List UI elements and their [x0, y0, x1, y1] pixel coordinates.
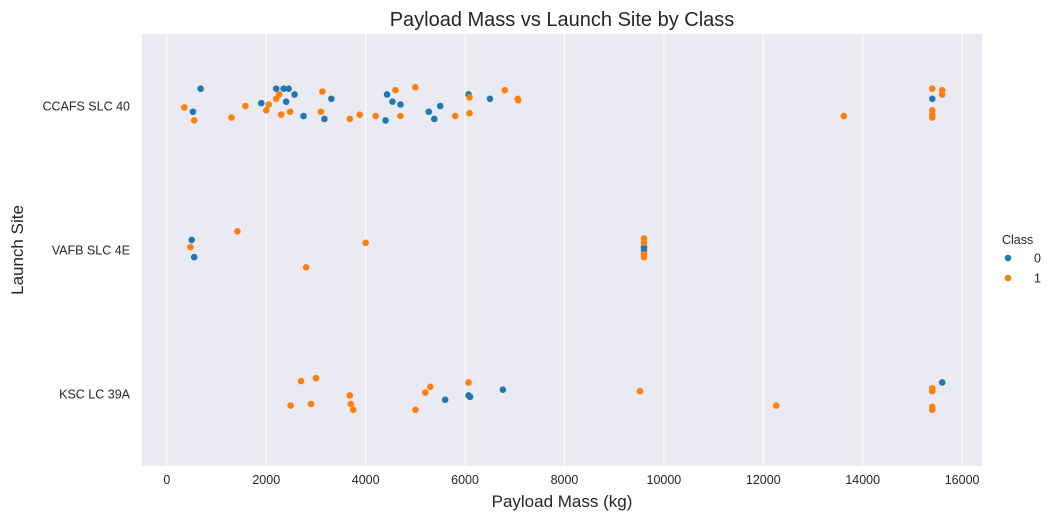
data-point-class-1	[234, 227, 241, 235]
legend-marker-class-0	[1004, 254, 1012, 262]
data-point-class-1	[928, 387, 936, 395]
data-point-class-1	[347, 400, 355, 408]
data-point-class-0	[328, 95, 335, 103]
data-point-class-1	[180, 104, 188, 111]
x-tick-label: 2000	[252, 473, 280, 487]
data-point-class-1	[928, 406, 936, 414]
data-point-class-1	[640, 239, 648, 247]
data-point-class-1	[228, 114, 235, 121]
x-tick-label: 10000	[647, 473, 682, 487]
x-tick-label: 0	[163, 473, 170, 487]
y-tick-label: VAFB SLC 4E	[52, 244, 130, 258]
data-point-class-1	[362, 239, 369, 247]
data-point-class-0	[938, 379, 946, 386]
data-point-class-0	[486, 95, 494, 103]
data-point-class-0	[499, 386, 507, 393]
x-tick-label: 16000	[945, 473, 980, 487]
chart-title: Payload Mass vs Launch Site by Class	[390, 9, 735, 31]
legend-label-class-0: 0	[1034, 252, 1041, 266]
x-tick-label: 6000	[451, 473, 479, 487]
data-point-class-1	[277, 111, 285, 118]
data-point-class-1	[412, 83, 419, 91]
data-point-class-0	[321, 115, 328, 123]
y-tick-label: CCAFS SLC 40	[42, 100, 130, 114]
data-point-class-1	[307, 400, 315, 408]
data-point-class-1	[242, 102, 249, 110]
data-point-class-1	[275, 91, 283, 98]
data-points	[180, 83, 946, 414]
data-point-class-0	[282, 98, 290, 105]
data-point-class-1	[317, 108, 325, 116]
data-point-class-1	[514, 96, 522, 104]
data-point-class-0	[197, 85, 204, 93]
data-point-class-1	[636, 387, 644, 395]
x-tick-label: 14000	[845, 473, 880, 487]
data-point-class-0	[257, 99, 265, 107]
legend-title: Class	[1002, 233, 1033, 247]
data-point-class-0	[430, 115, 438, 123]
data-point-class-0	[189, 108, 197, 116]
data-point-class-1	[412, 406, 419, 414]
data-point-class-1	[319, 88, 326, 95]
data-point-class-0	[280, 85, 287, 93]
data-point-class-0	[383, 91, 391, 98]
data-point-class-0	[190, 253, 198, 261]
data-point-class-1	[265, 101, 273, 108]
data-point-class-0	[928, 95, 936, 103]
data-point-class-1	[346, 115, 354, 123]
data-point-class-1	[286, 108, 294, 116]
data-point-class-0	[441, 396, 449, 404]
data-point-class-1	[426, 383, 434, 391]
data-point-class-0	[436, 102, 444, 110]
data-point-class-1	[465, 379, 472, 386]
data-point-class-1	[772, 402, 780, 409]
data-point-class-1	[928, 114, 936, 121]
data-point-class-1	[928, 85, 936, 93]
data-point-class-1	[262, 107, 270, 114]
data-point-class-1	[297, 377, 305, 385]
data-point-class-1	[346, 392, 354, 399]
data-point-class-1	[349, 406, 357, 414]
data-point-class-1	[397, 112, 404, 120]
data-point-class-1	[466, 94, 473, 101]
data-point-class-1	[640, 253, 648, 261]
x-tick-label: 4000	[352, 473, 380, 487]
x-axis-label: Payload Mass (kg)	[492, 492, 633, 511]
x-tick-label: 8000	[551, 473, 579, 487]
data-point-class-0	[188, 236, 196, 244]
data-point-class-0	[397, 101, 404, 108]
x-tick-label: 12000	[746, 473, 781, 487]
data-point-class-1	[187, 243, 194, 251]
y-tick-label: KSC LC 39A	[59, 388, 131, 402]
data-point-class-0	[425, 108, 433, 116]
data-point-class-1	[938, 91, 946, 98]
data-point-class-0	[300, 112, 307, 120]
plot-background	[142, 34, 982, 466]
data-point-class-1	[356, 111, 364, 118]
data-point-class-1	[451, 112, 459, 120]
y-axis-ticks: CCAFS SLC 40 VAFB SLC 4E KSC LC 39A	[42, 100, 130, 402]
data-point-class-0	[389, 98, 396, 105]
legend-label-class-1: 1	[1034, 272, 1041, 286]
x-axis-ticks: 0 2000 4000 6000 8000 10000 12000 14000 16000	[163, 473, 979, 487]
data-point-class-1	[501, 86, 509, 94]
data-point-class-1	[312, 374, 320, 382]
data-point-class-1	[422, 389, 429, 396]
data-point-class-1	[466, 109, 473, 117]
data-point-class-0	[272, 85, 280, 93]
data-point-class-1	[372, 112, 379, 120]
y-axis-label: Launch Site	[8, 205, 27, 295]
data-point-class-1	[840, 112, 848, 120]
data-point-class-1	[190, 117, 198, 124]
data-point-class-0	[285, 85, 292, 93]
data-point-class-1	[302, 263, 310, 271]
legend-marker-class-1	[1004, 274, 1012, 282]
data-point-class-1	[287, 402, 294, 409]
data-point-class-0	[291, 91, 298, 98]
data-point-class-1	[392, 86, 399, 94]
data-point-class-0	[466, 393, 474, 401]
legend: Class 0 1	[1002, 233, 1041, 286]
data-point-class-0	[382, 117, 389, 124]
